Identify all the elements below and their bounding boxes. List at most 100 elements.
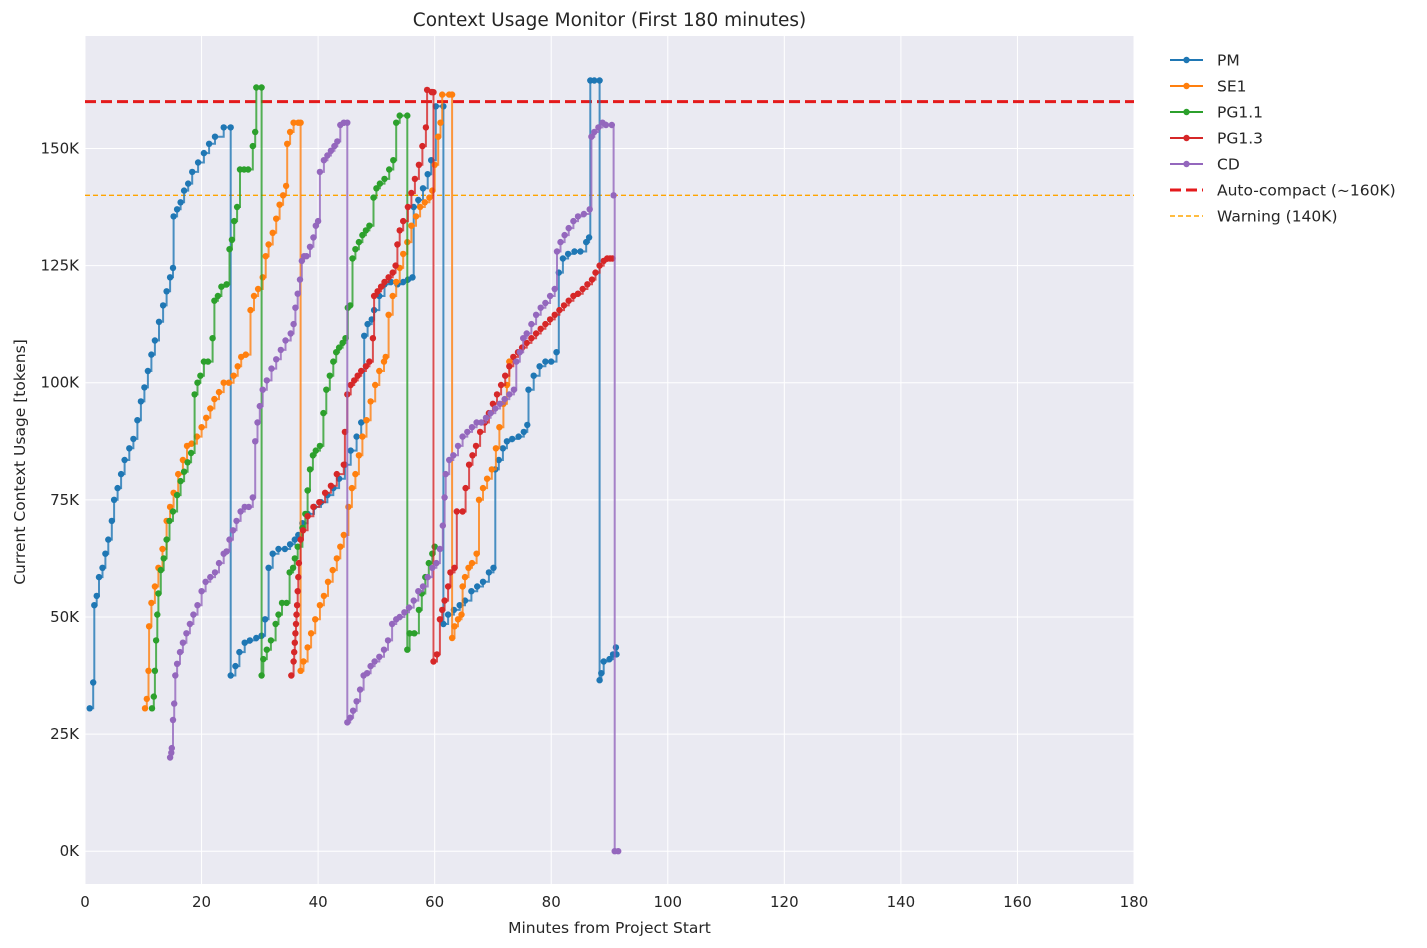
data-point	[371, 658, 378, 665]
data-point	[347, 714, 354, 721]
data-point	[400, 278, 407, 286]
data-point	[444, 611, 452, 618]
data-point	[282, 337, 289, 344]
data-point	[349, 707, 357, 714]
data-point	[231, 217, 238, 225]
data-point	[359, 433, 366, 440]
data-point	[574, 213, 582, 220]
data-point	[374, 288, 381, 295]
data-point	[530, 372, 537, 379]
data-point	[424, 573, 431, 581]
data-point	[291, 648, 298, 656]
data-point	[367, 398, 374, 405]
data-point	[320, 157, 328, 164]
data-point	[468, 588, 475, 595]
data-point	[233, 203, 241, 211]
data-point	[349, 255, 356, 262]
legend-item: Auto-compact (~160K)	[1170, 182, 1396, 200]
data-point	[453, 508, 460, 515]
data-point	[542, 320, 549, 328]
data-point	[283, 599, 290, 607]
data-point	[472, 442, 480, 450]
data-point	[435, 133, 442, 140]
data-point	[160, 555, 167, 562]
data-point	[451, 623, 458, 630]
data-point	[154, 611, 161, 618]
data-point	[262, 253, 269, 260]
x-tick-label: 160	[1003, 893, 1032, 911]
legend-marker	[1183, 82, 1190, 90]
data-point	[329, 566, 336, 574]
x-axis-ticks: 0 20 40 60 80 100 120 140 160 180	[80, 893, 1148, 911]
data-point	[252, 438, 259, 445]
data-point	[151, 583, 159, 590]
data-point	[172, 672, 179, 679]
data-point	[429, 564, 436, 571]
data-point	[287, 330, 294, 337]
data-point	[259, 274, 266, 281]
data-point	[516, 349, 523, 356]
data-point	[297, 667, 304, 674]
data-point	[506, 391, 513, 398]
data-point	[284, 140, 291, 147]
data-point	[506, 363, 513, 370]
data-point	[272, 620, 279, 628]
data-point	[309, 452, 317, 459]
data-point	[574, 290, 582, 297]
data-point	[419, 185, 427, 192]
data-point	[200, 149, 208, 157]
data-point	[483, 475, 491, 482]
data-point	[546, 292, 554, 300]
data-point	[583, 238, 590, 246]
data-point	[553, 248, 561, 255]
data-point	[431, 161, 438, 168]
data-point	[366, 222, 373, 229]
data-point	[144, 367, 152, 375]
data-point	[363, 670, 371, 677]
data-point	[510, 386, 518, 393]
data-point	[333, 349, 340, 356]
data-point	[525, 386, 532, 393]
data-point	[294, 543, 301, 550]
data-point	[159, 302, 167, 309]
data-point	[579, 285, 586, 293]
data-point	[344, 719, 351, 726]
data-point	[189, 168, 196, 176]
data-point	[490, 564, 497, 571]
data-point	[388, 620, 396, 628]
data-point	[382, 353, 389, 361]
data-point	[564, 250, 572, 258]
data-point	[353, 433, 360, 440]
data-point	[425, 559, 432, 567]
data-point	[233, 517, 240, 525]
data-point	[290, 658, 297, 665]
data-point	[187, 449, 195, 457]
data-point	[557, 238, 564, 246]
data-point	[173, 206, 181, 213]
data-point	[422, 124, 430, 131]
data-point	[588, 133, 595, 140]
data-point	[473, 550, 480, 557]
data-point	[446, 456, 453, 464]
data-point	[565, 297, 572, 304]
data-point	[485, 569, 493, 576]
data-point	[194, 602, 201, 609]
data-point	[173, 660, 181, 667]
data-point	[489, 400, 497, 407]
data-point	[253, 634, 260, 642]
data-point	[250, 292, 258, 300]
x-tick-label: 120	[770, 893, 799, 911]
y-axis-label: Current Context Usage [tokens]	[11, 339, 29, 585]
data-point	[297, 536, 304, 543]
data-point	[347, 381, 354, 389]
data-point	[390, 157, 397, 164]
data-point	[307, 630, 315, 637]
data-point	[362, 227, 370, 234]
data-point	[510, 353, 517, 361]
data-point	[312, 616, 319, 623]
data-point	[310, 503, 317, 511]
data-point	[145, 623, 153, 630]
data-point	[183, 630, 190, 637]
data-point	[177, 477, 184, 485]
